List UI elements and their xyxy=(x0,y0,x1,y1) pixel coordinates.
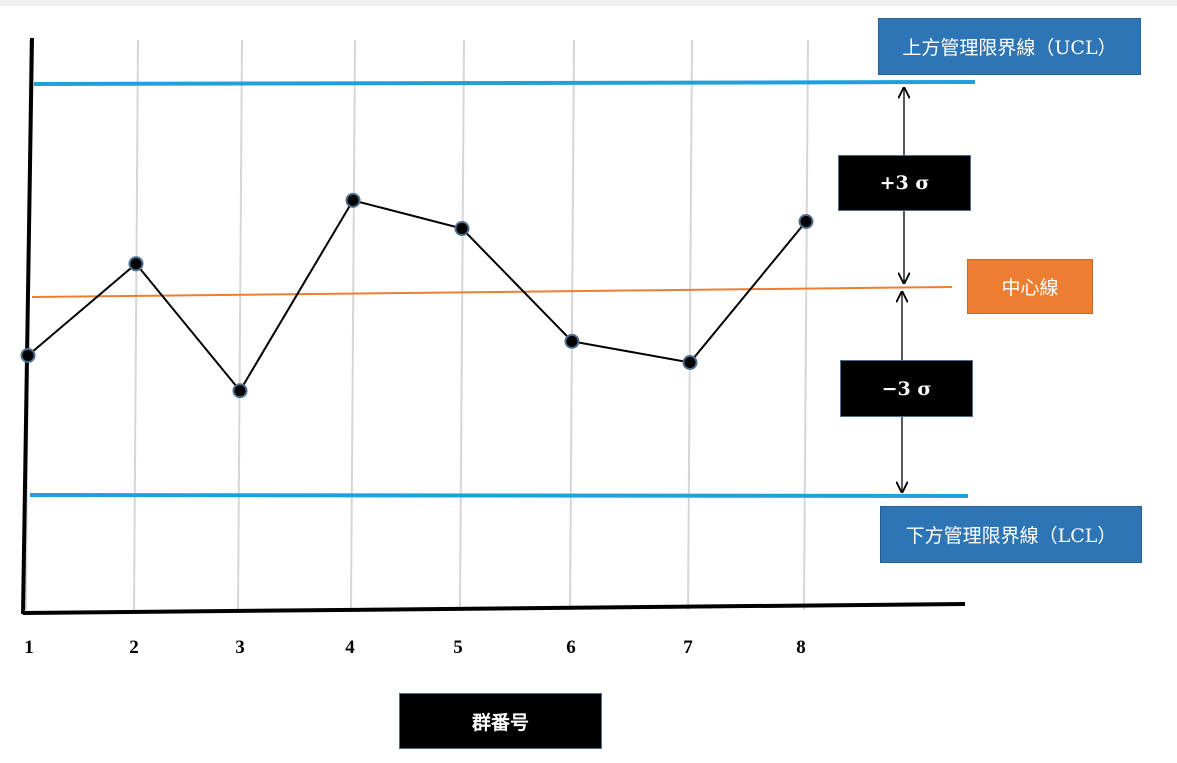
grid-line-8 xyxy=(803,39,809,611)
x-tick-label-6: 6 xyxy=(566,637,576,658)
x-axis-label: 群番号 xyxy=(399,693,602,749)
grid-line-6 xyxy=(569,39,575,611)
center-line xyxy=(31,286,953,298)
grid-line-7 xyxy=(687,39,693,611)
grid-line-3 xyxy=(237,39,243,611)
x-tick-label-8: 8 xyxy=(796,637,806,658)
data-point-1 xyxy=(20,347,36,363)
grid-line-2 xyxy=(133,39,139,611)
data-point-5 xyxy=(454,221,470,237)
plus-sigma-label: +3 σ xyxy=(838,155,971,211)
x-axis xyxy=(22,602,966,615)
series-line xyxy=(27,199,807,393)
data-point-8 xyxy=(798,214,814,229)
data-point-2 xyxy=(128,256,144,272)
x-tick-label-7: 7 xyxy=(683,637,693,658)
grid-line-5 xyxy=(459,39,465,611)
data-point-7 xyxy=(682,355,698,370)
grid-line-4 xyxy=(350,39,356,611)
ucl-label: 上方管理限界線（UCL） xyxy=(878,18,1141,75)
x-tick-label-2: 2 xyxy=(129,637,139,658)
lcl-line xyxy=(29,493,969,498)
x-tick-label-3: 3 xyxy=(235,637,245,658)
ucl-line xyxy=(33,80,976,86)
x-tick-label-1: 1 xyxy=(24,637,34,658)
center-line-label: 中心線 xyxy=(967,259,1093,314)
top-strip xyxy=(0,0,1177,6)
data-point-6 xyxy=(564,333,580,349)
minus-sigma-label: −3 σ xyxy=(840,360,973,417)
x-tick-label-4: 4 xyxy=(345,637,355,658)
data-point-4 xyxy=(345,192,361,208)
data-point-3 xyxy=(232,383,248,399)
lcl-label: 下方管理限界線（LCL） xyxy=(880,506,1142,563)
y-axis xyxy=(21,37,34,615)
x-tick-label-5: 5 xyxy=(453,637,463,658)
